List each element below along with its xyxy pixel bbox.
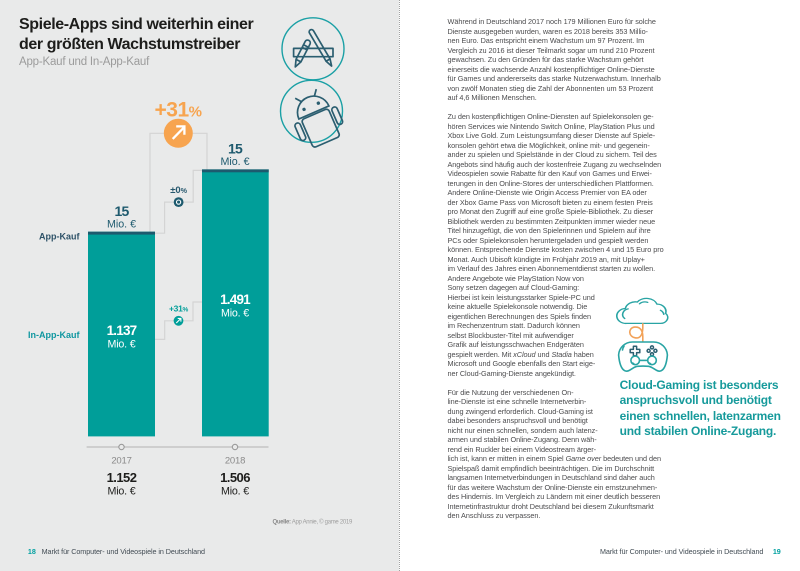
- svg-text:15: 15: [115, 203, 130, 219]
- svg-text:Mio. €: Mio. €: [220, 156, 249, 168]
- svg-text:1.152: 1.152: [107, 470, 137, 485]
- svg-text:+31%: +31%: [155, 99, 202, 122]
- svg-text:Mio. €: Mio. €: [108, 338, 136, 350]
- svg-text:1.137: 1.137: [107, 323, 137, 338]
- svg-text:Mio. €: Mio. €: [221, 486, 249, 498]
- svg-text:Mio. €: Mio. €: [107, 219, 136, 231]
- svg-text:Mio. €: Mio. €: [108, 486, 136, 498]
- svg-text:1.491: 1.491: [220, 292, 251, 307]
- svg-text:15: 15: [228, 141, 243, 157]
- svg-text:In-App-Kauf: In-App-Kauf: [28, 330, 80, 340]
- svg-text:Mio. €: Mio. €: [221, 307, 249, 319]
- svg-text:±0%: ±0%: [170, 185, 188, 196]
- svg-text:2018: 2018: [225, 456, 245, 467]
- svg-text:Quelle: App Annie, © game 2019: Quelle: App Annie, © game 2019: [273, 518, 353, 525]
- svg-text:2017: 2017: [111, 456, 131, 467]
- svg-text:1.506: 1.506: [220, 470, 250, 485]
- svg-text:+31%: +31%: [169, 304, 189, 314]
- svg-text:App-Kauf: App-Kauf: [39, 232, 80, 242]
